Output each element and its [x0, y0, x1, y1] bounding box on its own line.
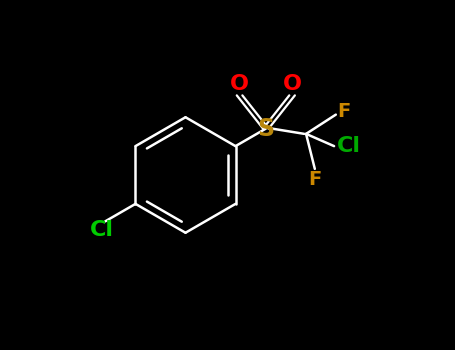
Text: Cl: Cl: [337, 136, 361, 156]
Text: F: F: [337, 102, 350, 121]
Text: Cl: Cl: [90, 220, 114, 240]
Text: O: O: [230, 74, 249, 94]
Text: S: S: [257, 117, 274, 141]
Text: O: O: [283, 74, 302, 94]
Text: F: F: [308, 170, 321, 189]
